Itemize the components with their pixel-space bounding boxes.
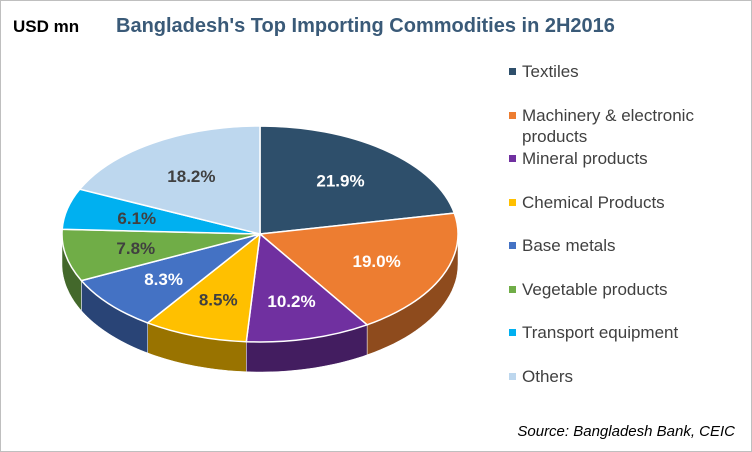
pie-slices [61,125,459,343]
legend-item-machinery-and-electronic-products: Machinery & electronic products [509,105,732,147]
data-label-others: 18.2% [167,167,215,186]
pie-slice-machinery-and-electronic-products [258,212,459,326]
legend-item-textiles: Textiles [509,61,732,82]
legend-item-base-metals: Base metals [509,235,732,256]
legend-label: Transport equipment [522,323,679,342]
pie-slice-others [78,125,261,235]
legend-label: Mineral products [522,149,648,168]
data-label-chemical-products: 8.5% [199,290,238,309]
pie-chart: 21.9% 19.0% 10.2% 8.5% 8.3% 7.8% 6.1% 18.2% [61,125,459,373]
legend-item-vegetable-products: Vegetable products [509,279,732,300]
data-label-transport-equipment: 6.1% [117,209,156,228]
pie-data-labels: 21.9% 19.0% 10.2% 8.5% 8.3% 7.8% 6.1% 18.2% [116,167,400,311]
legend-swatch [509,198,516,206]
legend-swatch [509,372,516,380]
legend-swatch [509,155,516,162]
pie-slice-base-metals [80,233,261,324]
data-label-vegetable-products: 7.8% [116,239,155,258]
legend-item-transport-equipment: Transport equipment [509,322,732,343]
pie-slice-chemical-products [146,232,261,343]
chart-title: Bangladesh's Top Importing Commodities i… [116,15,615,37]
legend-swatch [509,68,516,75]
legend-item-chemical-products: Chemical Products [509,192,732,213]
legend-swatch [509,242,516,249]
legend-label: Machinery & electronic products [522,105,694,146]
pie-side-walls [61,233,459,373]
data-label-base-metals: 8.3% [144,270,183,289]
legend-swatch [509,111,516,119]
legend-item-others: Others [509,366,732,387]
pie-slice-textiles [259,125,456,235]
legend-label: Vegetable products [522,279,668,299]
data-label-mineral-products: 10.2% [267,292,315,311]
pie-slice-vegetable-products [61,228,261,282]
data-label-machinery-and-electronic-products: 19.0% [352,252,400,271]
source-note: Source: Bangladesh Bank, CEIC [517,423,735,440]
data-label-textiles: 21.9% [316,172,364,191]
legend-swatch [509,329,516,336]
unit-label: USD mn [13,17,80,36]
legend-label: Base metals [522,236,616,255]
legend-label: Others [522,366,574,386]
legend-item-mineral-products: Mineral products [509,148,732,169]
legend-label: Textiles [522,62,579,81]
pie-slice-mineral-products [245,232,369,343]
legend-label: Chemical Products [522,192,665,212]
legend-swatch [509,285,516,293]
